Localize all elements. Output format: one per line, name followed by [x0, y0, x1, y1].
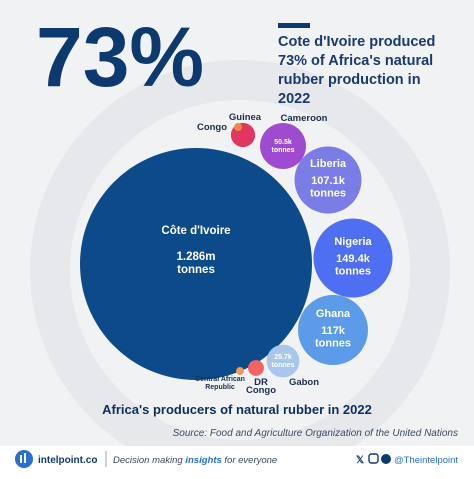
bubble — [298, 295, 368, 365]
chart-subtitle: Africa's producers of natural rubber in … — [102, 402, 372, 417]
facebook-icon[interactable] — [381, 454, 391, 464]
label-line: Republic — [205, 384, 235, 391]
brand: intelpoint.co — [38, 455, 97, 466]
label-line: DR — [254, 377, 268, 388]
chart-title: Cote d'Ivoire produced 73% of Africa's na… — [278, 34, 435, 107]
bubble — [236, 367, 244, 375]
bubble-label: Guinea — [229, 112, 262, 123]
bubble-label: Cameroon — [281, 113, 328, 124]
title-line: Cote d'Ivoire produced — [278, 34, 435, 50]
bubble — [266, 344, 300, 378]
tagline: Decision making insights for everyone — [113, 455, 277, 466]
x-icon[interactable]: 𝕏 — [356, 455, 364, 466]
accent-bar — [278, 23, 310, 28]
title-line: 2022 — [278, 91, 310, 107]
label-line: 107.1k — [311, 175, 346, 187]
value-label: 149.4k tonnes — [335, 253, 371, 278]
value-label: 50.5k tonnes — [272, 139, 295, 154]
tagline-text: for everyone — [222, 455, 277, 466]
label-line: Cameroon — [281, 113, 328, 124]
bubble — [234, 123, 242, 131]
source: Source: Food and Agriculture Organizatio… — [173, 428, 458, 439]
label-line: 149.4k — [336, 253, 371, 265]
bubble — [313, 218, 393, 298]
label-line: Gabon — [289, 377, 319, 388]
headline: 73% — [36, 10, 204, 104]
logo-glyph — [24, 453, 26, 463]
bubble-label: Gabon — [289, 377, 319, 388]
label-line: 25.7k — [274, 354, 292, 361]
label-line: 50.5k — [274, 139, 292, 146]
label-line: Central African — [195, 376, 245, 383]
label-line: tonnes — [315, 338, 351, 350]
bubble-label: Côte d'Ivoire — [161, 225, 230, 237]
label-line: tonnes — [310, 188, 346, 200]
bubble-label: Congo — [197, 122, 227, 133]
label-line: tonnes — [272, 362, 295, 369]
label-line: 1.286m — [176, 251, 215, 263]
label-line: Congo — [197, 122, 227, 133]
label-line: Congo — [246, 385, 276, 396]
tagline-highlight: insights — [185, 455, 221, 466]
bubble — [260, 123, 306, 169]
value-label: 1.286m tonnes — [176, 251, 215, 276]
bubble-label: Central African Republic — [195, 376, 245, 391]
value-label: 25.7k tonnes — [272, 354, 295, 369]
footer-bar — [0, 446, 474, 474]
logo-glyph — [20, 455, 22, 463]
title-line: rubber production in — [278, 72, 421, 88]
label-line: tonnes — [177, 264, 215, 276]
label-line: tonnes — [272, 147, 295, 154]
value-label: 107.1k tonnes — [310, 175, 346, 200]
tagline-text: Decision making — [113, 455, 185, 466]
bubble-label: Liberia — [310, 158, 347, 170]
bubble-label: Ghana — [316, 308, 351, 320]
bubble — [294, 146, 362, 214]
title-line: 73% of Africa's natural — [278, 53, 433, 69]
bubble — [80, 148, 312, 380]
label-line: tonnes — [335, 266, 371, 278]
handle: @Theintelpoint — [394, 455, 458, 466]
label-line: Guinea — [229, 112, 262, 123]
bubble-label: Nigeria — [334, 236, 372, 248]
bubble — [248, 360, 264, 376]
instagram-icon[interactable] — [368, 453, 379, 464]
value-label: 117k tonnes — [315, 325, 351, 350]
label-line: 117k — [321, 325, 346, 337]
bubble-label: DR Congo — [246, 377, 276, 396]
